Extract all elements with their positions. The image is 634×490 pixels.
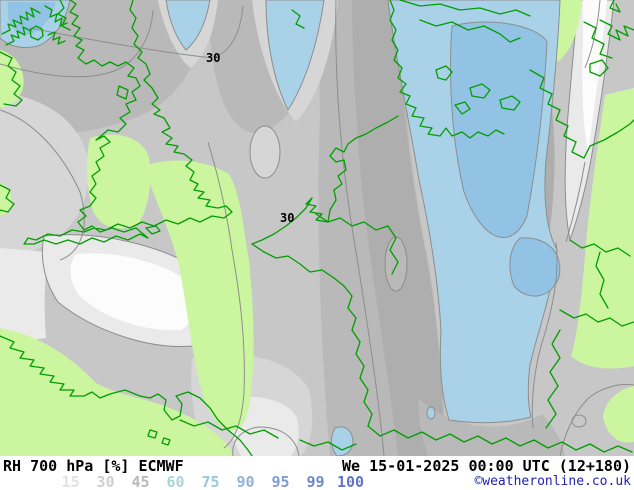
coastline-islands-scotland [57, 0, 71, 31]
scale-value: 75 [201, 473, 220, 490]
contour-line [0, 9, 154, 78]
coastline-isle [116, 85, 129, 100]
contour-line [531, 241, 558, 429]
coastline-danish-isle [469, 83, 491, 99]
coastline-isle [589, 59, 609, 77]
coastline-france [0, 335, 253, 456]
coastline-isle [161, 437, 171, 446]
coastline-sweden [599, 19, 634, 41]
rh-shade-region [249, 125, 281, 179]
coastline-denmark [389, 0, 505, 139]
coastline-benelux [251, 115, 399, 245]
contour-label: 30 [280, 211, 294, 225]
coastline-isle [147, 429, 158, 439]
contour-line [207, 141, 245, 449]
contour-line [565, 161, 586, 243]
coastline-islands-scotland [1, 7, 41, 35]
scale-value: 99 [306, 473, 325, 490]
rh-high-region [450, 21, 548, 238]
border-line [545, 329, 561, 429]
contour-line [0, 109, 85, 261]
scale-value: 90 [236, 473, 255, 490]
coastline-sweden [609, 0, 621, 13]
rh-low-region [0, 50, 24, 107]
contour-line [232, 426, 300, 456]
border-line [595, 251, 609, 309]
rh-low-region [86, 134, 151, 229]
rh-high-region [8, 2, 56, 35]
scale-value: 60 [166, 473, 185, 490]
scale-value: 45 [131, 473, 150, 490]
rh-high-region [509, 237, 561, 297]
border-line [315, 213, 399, 275]
rh-high-region [165, 0, 211, 51]
border-line [343, 285, 373, 427]
rh-700hpa-map: 30 30 [0, 0, 634, 456]
border-line [559, 309, 634, 327]
border-line [179, 419, 279, 439]
coastline-islands-scotland [44, 5, 68, 27]
coastline-danish-isle [499, 95, 521, 111]
rh-low-region [144, 160, 254, 432]
coastline-isle [145, 225, 161, 235]
rh-shade-region [70, 253, 197, 331]
contour-line [571, 414, 587, 428]
scale-value: 30 [96, 473, 115, 490]
contour-value-labels: 30 30 [206, 51, 294, 225]
rh-high-region [265, 0, 325, 112]
contour-line [335, 0, 385, 456]
rh-shade-region [352, 0, 446, 456]
border-line [569, 239, 631, 257]
coastline-islands-scotland [47, 31, 66, 45]
coastlines-and-borders [0, 0, 634, 456]
coastline-danish-isle [435, 65, 453, 81]
rh-shade-region [582, 0, 607, 152]
scale-value: 100 [336, 473, 365, 490]
coastline-isle [291, 9, 305, 29]
coastline-ireland [0, 184, 15, 213]
scale-value: 95 [271, 473, 290, 490]
border-line [367, 425, 633, 453]
scale-value: 15 [61, 473, 80, 490]
coastline-denmark [419, 19, 521, 43]
rh-high-region [331, 426, 354, 456]
rh-shade-region [0, 92, 89, 255]
rh-shade-region [0, 248, 48, 344]
coastline-ireland [0, 51, 23, 107]
coastline-great-britain [23, 0, 233, 245]
contour-label: 30 [206, 51, 220, 65]
coastline-isle [583, 21, 613, 59]
legend-bar: RH 700 hPa [%] ECMWF We 15-01-2025 00:00… [0, 456, 634, 490]
rh-shade-region [418, 398, 565, 456]
border-line [251, 243, 345, 287]
color-scale: 15 30 45 60 75 90 95 99 100 [53, 473, 368, 490]
coastline-islands-scotland [5, 26, 32, 46]
contour-line [584, 0, 601, 69]
rh-shade-region [384, 236, 408, 292]
coastline-denmark [399, 0, 531, 17]
border-line [299, 439, 357, 451]
copyright-text: ©weatheronline.co.uk [474, 474, 631, 489]
rh-low-region [603, 386, 634, 443]
coastline-danish-isle [454, 101, 471, 115]
coastline-baltic [529, 69, 634, 159]
map-title: RH 700 hPa [%] ECMWF [3, 457, 184, 475]
map-datetime: We 15-01-2025 00:00 UTC (12+180) [342, 457, 631, 475]
rh-low-region [571, 88, 634, 369]
contour-line [559, 383, 634, 456]
coastline-islands-scotland [29, 25, 44, 41]
rh-high-region [426, 406, 436, 420]
